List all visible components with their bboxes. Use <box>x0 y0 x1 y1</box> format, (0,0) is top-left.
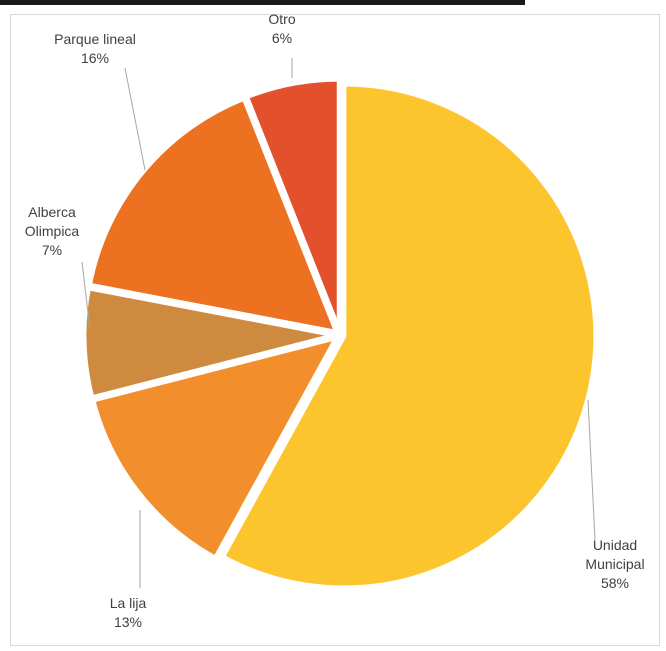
data-label-line: 13% <box>114 614 142 630</box>
data-label-la-lija: La lija 13% <box>110 595 147 630</box>
data-label-line: 16% <box>81 50 109 66</box>
pie-slice-otro <box>243 76 342 332</box>
pie-slice-unidad-municipal <box>219 81 599 591</box>
pie-slice-la-lija <box>89 333 342 562</box>
data-labels: Unidad Municipal 58% La lija 13% Alberca Olimp… <box>25 11 645 630</box>
pie-slice-parque-lineal <box>86 94 341 336</box>
data-label-line: Parque lineal <box>54 31 136 47</box>
data-label-unidad-municipal: Unidad Municipal 58% <box>585 537 644 591</box>
data-label-line: Municipal <box>585 556 644 572</box>
data-label-parque-lineal: Parque lineal 16% <box>54 31 136 66</box>
data-label-line: 58% <box>601 575 629 591</box>
data-label-line: Otro <box>268 11 295 27</box>
data-label-line: Alberca <box>28 204 76 220</box>
data-label-line: 6% <box>272 30 292 46</box>
leader-line-parque-lineal <box>124 67 146 171</box>
pie-slices <box>81 76 599 591</box>
leader-line-unidad-municipal <box>587 399 596 541</box>
top-border-rule <box>0 0 525 5</box>
data-label-line: La lija <box>110 595 147 611</box>
pie-slice-alberca-olimpica <box>81 284 337 401</box>
data-label-line: Olimpica <box>25 223 80 239</box>
data-label-line: 7% <box>42 242 62 258</box>
data-label-alberca-olimpica: Alberca Olimpica 7% <box>25 204 80 258</box>
data-label-otro: Otro 6% <box>268 11 295 46</box>
leader-line-alberca-olimpica <box>81 261 91 331</box>
leader-lines <box>81 58 596 588</box>
data-label-line: Unidad <box>593 537 637 553</box>
